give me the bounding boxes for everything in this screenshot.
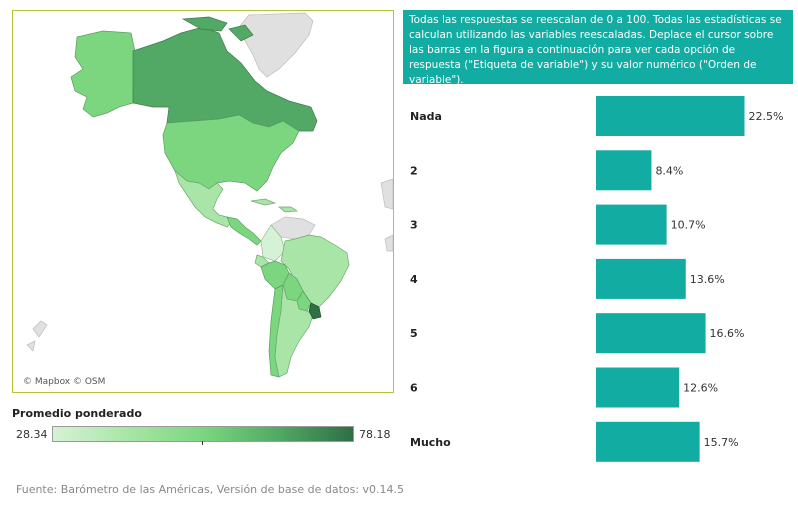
bar-value-label: 22.5% bbox=[749, 110, 784, 123]
map-region-caribbean[interactable] bbox=[250, 198, 299, 213]
map-region-alaska[interactable] bbox=[70, 30, 136, 118]
bar[interactable] bbox=[596, 313, 706, 354]
map-canvas[interactable] bbox=[13, 11, 393, 392]
legend-color-ramp bbox=[52, 426, 354, 442]
bar-value-label: 12.6% bbox=[683, 382, 718, 395]
bar[interactable] bbox=[596, 150, 652, 191]
category-label: Mucho bbox=[410, 436, 451, 449]
bar-value-label: 16.6% bbox=[710, 327, 745, 340]
legend-max-value: 78.18 bbox=[359, 428, 391, 441]
map-region-central-america[interactable] bbox=[226, 216, 262, 246]
bar[interactable] bbox=[596, 421, 700, 462]
bar-value-label: 10.7% bbox=[671, 219, 706, 232]
map-credit[interactable]: © Mapbox © OSM bbox=[21, 376, 108, 388]
legend-title: Promedio ponderado bbox=[12, 407, 142, 420]
map-region-argentina[interactable] bbox=[274, 284, 314, 378]
bar[interactable] bbox=[596, 204, 667, 245]
map-region-mexico[interactable] bbox=[174, 169, 234, 228]
bar[interactable] bbox=[596, 367, 680, 408]
map-region-greenland[interactable] bbox=[238, 12, 314, 78]
map-region-europe-fragment bbox=[380, 178, 393, 252]
category-label: 4 bbox=[410, 273, 418, 286]
choropleth-map[interactable]: © Mapbox © OSM bbox=[12, 10, 394, 393]
category-label: Nada bbox=[410, 110, 442, 123]
map-region-venezuela[interactable] bbox=[270, 216, 316, 240]
bar[interactable] bbox=[596, 96, 745, 136]
category-label: 6 bbox=[410, 382, 418, 395]
bar[interactable] bbox=[596, 258, 686, 299]
legend-min-value: 28.34 bbox=[16, 428, 48, 441]
bar-value-label: 8.4% bbox=[655, 164, 683, 177]
map-region-uruguay[interactable] bbox=[308, 302, 322, 320]
bar-chart: Nada 22.5% 2 8.4% 3 10.7% 4 13.6% 5 16.6% 6 12.6% Mu… bbox=[410, 96, 784, 462]
bar-value-label: 13.6% bbox=[690, 273, 725, 286]
category-label: 5 bbox=[410, 327, 418, 340]
source-footer: Fuente: Barómetro de las Américas, Versi… bbox=[16, 483, 405, 496]
legend-marker bbox=[202, 441, 203, 445]
category-label: 2 bbox=[410, 164, 418, 177]
map-region-pacific-islands bbox=[26, 320, 48, 352]
info-note: Todas las respuestas se reescalan de 0 a… bbox=[403, 10, 793, 86]
map-region-canada-islands[interactable] bbox=[181, 16, 254, 42]
category-label: 3 bbox=[410, 219, 418, 232]
bar-value-label: 15.7% bbox=[704, 436, 739, 449]
